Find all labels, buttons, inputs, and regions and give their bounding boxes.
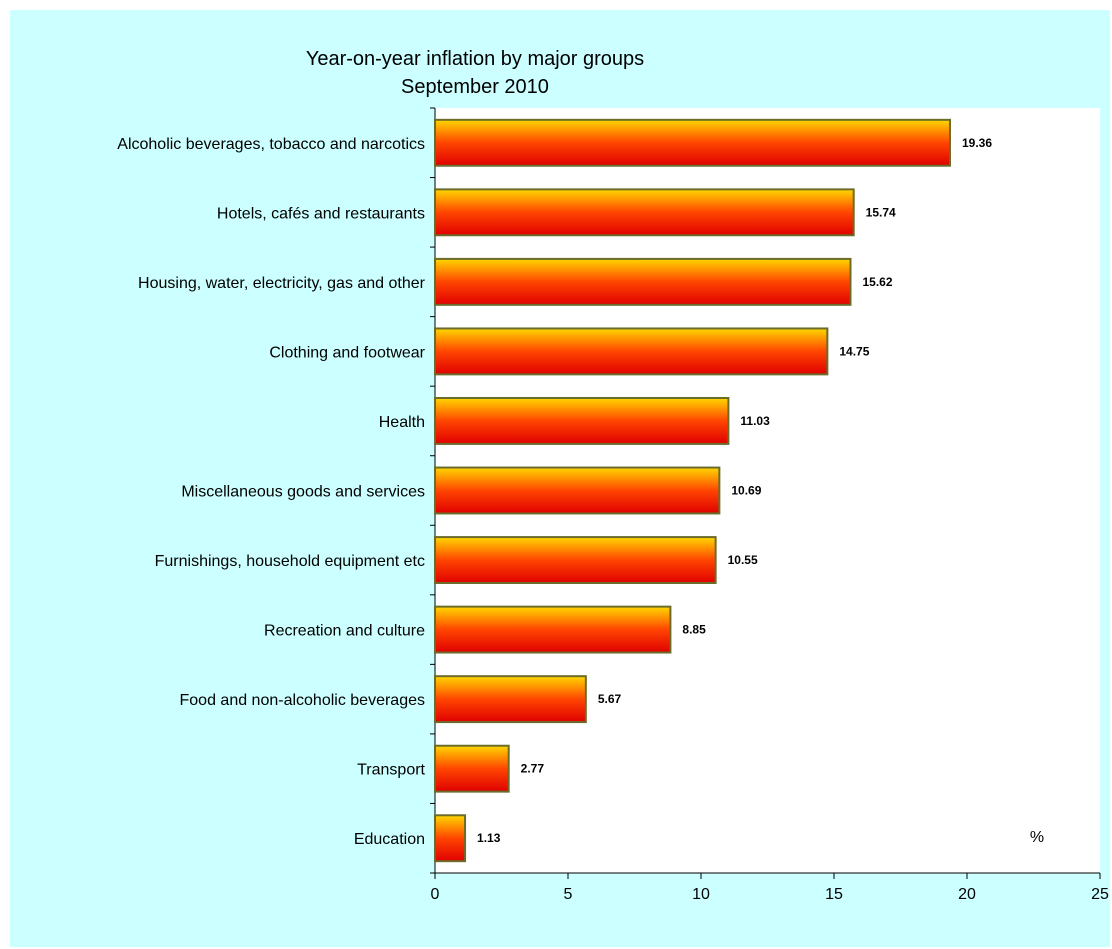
x-tick-label: 5 [564,886,573,903]
category-label: Clothing and footwear [269,344,425,361]
chart-subtitle: September 2010 [401,76,549,98]
bar-5 [434,466,721,515]
value-label: 14.75 [839,344,869,358]
value-label: 15.74 [866,205,896,219]
bar-2 [434,257,852,306]
bar-1 [434,188,855,237]
category-label: Recreation and culture [264,623,425,640]
value-label: 5.67 [598,692,622,706]
value-label: 8.85 [682,623,706,637]
bar-6 [434,536,717,584]
category-label: Food and non-alcoholic beverages [180,692,426,709]
category-label: Furnishings, household equipment etc [155,553,425,570]
category-label: Education [354,831,425,848]
unit-label: % [1030,829,1044,846]
bar-0 [434,118,951,167]
x-tick-label: 25 [1091,886,1109,903]
bar-3 [434,327,829,376]
x-tick-label: 15 [825,886,843,903]
x-ticks-group: 0 5 10 15 20 25 [431,873,1109,903]
category-label: Hotels, cafés and restaurants [217,205,425,222]
category-label: Miscellaneous goods and services [181,484,425,501]
bar-10 [434,814,467,863]
category-label: Health [379,414,425,431]
value-label: 10.55 [728,553,758,567]
bar-9 [434,744,510,793]
chart-frame: Year-on-year inflation by major groups S… [10,10,1110,947]
bar-chart: Year-on-year inflation by major groups S… [117,48,1109,903]
value-label: 11.03 [740,414,770,428]
value-label: 10.69 [731,484,761,498]
value-label: 19.36 [962,136,992,150]
category-label: Transport [357,762,425,779]
x-tick-label: 0 [431,886,440,903]
bars-group: Alcoholic beverages, tobacco and narcoti… [117,107,992,874]
x-tick-label: 20 [958,886,976,903]
bar-8 [434,675,587,724]
chart-title: Year-on-year inflation by major groups [306,48,644,70]
bar-7 [434,605,672,654]
value-label: 1.13 [477,831,501,845]
x-tick-label: 10 [692,886,710,903]
value-label: 2.77 [521,762,545,776]
bar-4 [434,397,730,445]
category-label: Housing, water, electricity, gas and oth… [138,275,426,292]
value-label: 15.62 [862,275,892,289]
category-label: Alcoholic beverages, tobacco and narcoti… [117,136,425,153]
